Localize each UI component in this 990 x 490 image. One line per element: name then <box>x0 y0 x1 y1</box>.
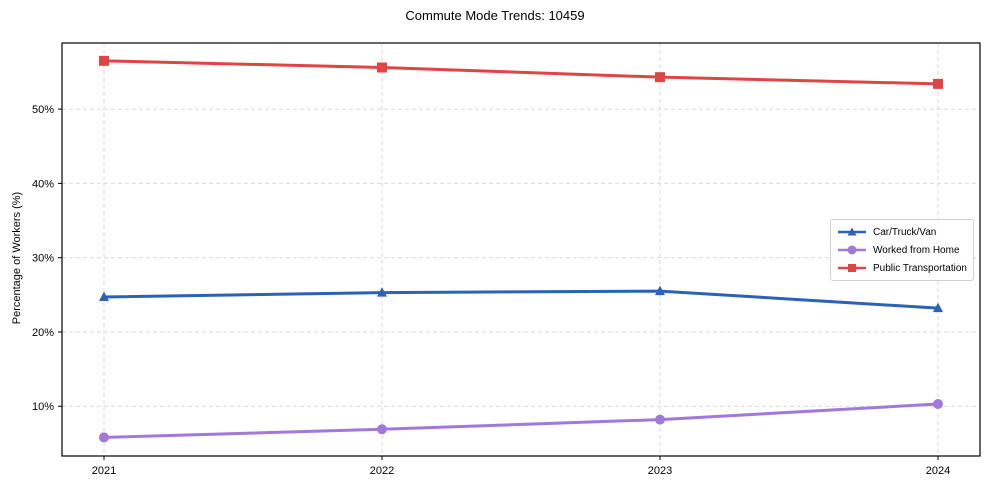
series-line <box>103 289 939 310</box>
y-tick-label: 10% <box>32 401 54 413</box>
triangle-marker-icon <box>655 285 665 296</box>
x-tick-label: 2024 <box>926 465 950 477</box>
y-axis-label: Percentage of Workers (%) <box>11 191 23 325</box>
series-line <box>103 59 939 86</box>
chart-title: Commute Mode Trends: 10459 <box>405 8 585 23</box>
circle-marker-icon <box>655 414 665 425</box>
series-line <box>103 402 939 439</box>
legend-label: Worked from Home <box>873 244 960 256</box>
chart-legend: Car/Truck/Van Worked from Home Public Tr… <box>830 219 974 281</box>
y-tick-label: 30% <box>32 253 54 265</box>
legend-label: Car/Truck/Van <box>873 226 937 238</box>
y-tick-label: 20% <box>32 327 54 339</box>
legend-label: Public Transportation <box>873 262 967 274</box>
circle-marker-icon <box>838 245 866 255</box>
x-tick-label: 2021 <box>92 465 116 477</box>
square-marker-icon <box>99 55 109 66</box>
x-tick-label: 2022 <box>370 465 394 477</box>
triangle-marker-icon <box>99 291 109 302</box>
triangle-marker-icon <box>838 227 866 236</box>
y-tick-label: 50% <box>32 104 54 116</box>
square-marker-icon <box>933 78 943 89</box>
triangle-marker-icon <box>933 302 943 313</box>
plot-frame <box>61 42 981 457</box>
circle-marker-icon <box>933 399 943 410</box>
circle-marker-icon <box>377 424 387 435</box>
square-marker-icon <box>838 264 866 272</box>
x-tick-label: 2023 <box>648 465 672 477</box>
legend-item-transit: Public Transportation <box>831 259 973 277</box>
square-marker-icon <box>377 62 387 73</box>
square-marker-icon <box>655 72 665 83</box>
triangle-marker-icon <box>377 287 387 297</box>
y-tick-label: 40% <box>32 178 54 190</box>
legend-item-car: Car/Truck/Van <box>831 223 973 241</box>
legend-item-home: Worked from Home <box>831 241 973 259</box>
circle-marker-icon <box>99 432 109 443</box>
